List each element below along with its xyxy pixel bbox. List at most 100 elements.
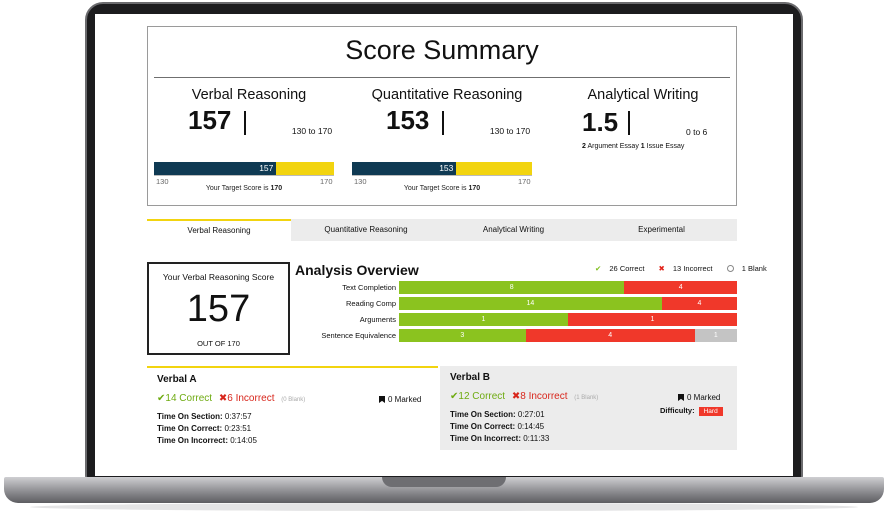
chart-legend: ✔ 26 Correct ✖ 13 Incorrect 1 Blank — [583, 264, 767, 273]
bar-max: 170 — [518, 177, 531, 186]
section-tabs: Verbal Reasoning Quantitative Reasoning … — [147, 219, 737, 241]
tab-quantitative-reasoning[interactable]: Quantitative Reasoning — [324, 225, 408, 234]
score-bar-fill — [352, 162, 457, 175]
panel-results: ✔12 Correct ✖8 Incorrect (1 Blank) — [450, 391, 598, 402]
correct-count: ✔14 Correct — [157, 393, 213, 404]
bookmark-icon — [678, 394, 684, 401]
time-on-incorrect: Time On Incorrect: 0:14:05 — [157, 436, 257, 445]
score-bar: 157 — [154, 162, 334, 175]
legend-correct: ✔ 26 Correct — [595, 264, 645, 273]
verbal-a-panel: Verbal A ✔14 Correct ✖6 Incorrect (0 Bla… — [147, 366, 438, 450]
bar-axis — [352, 175, 532, 176]
blank-count: (1 Blank) — [574, 395, 599, 401]
blank-count: (0 Blank) — [281, 397, 306, 403]
circle-icon — [726, 265, 734, 272]
tab-analytical-writing[interactable]: Analytical Writing — [482, 225, 545, 234]
section-score: 153 — [386, 105, 430, 135]
correct-segment: 3 — [399, 329, 526, 342]
verbal-b-panel: Verbal B ✔12 Correct ✖8 Incorrect (1 Bla… — [440, 366, 737, 450]
bar-min: 130 — [156, 177, 169, 186]
section-name: Analytical Writing — [587, 87, 699, 103]
target-score: Your Target Score is 170 — [205, 185, 283, 192]
score-bar: 153 — [352, 162, 532, 175]
verbal-summary: Verbal Reasoning 157 130 to 170 157 130 … — [154, 87, 344, 192]
x-icon: ✖ — [511, 391, 521, 402]
title-divider — [154, 77, 730, 78]
score-divider — [628, 111, 630, 135]
time-on-section: Time On Section: 0:27:01 — [450, 410, 545, 419]
correct-segment: 8 — [399, 281, 625, 294]
x-icon: ✖ — [658, 264, 665, 273]
time-on-correct: Time On Correct: 0:14:45 — [450, 422, 545, 431]
score-bar-fill — [154, 162, 277, 175]
chart-row: Sentence Equivalence 3 4 1 — [295, 329, 737, 342]
time-on-incorrect: Time On Incorrect: 0:11:33 — [450, 434, 550, 443]
correct-segment: 1 — [399, 313, 568, 326]
chart-category-label: Arguments — [359, 315, 396, 324]
score-box-out-of: OUT OF 170 — [197, 339, 240, 348]
incorrect-segment: 4 — [624, 281, 737, 294]
score-divider — [442, 111, 444, 135]
laptop-screen: Score Summary Verbal Reasoning 157 130 t… — [95, 14, 793, 476]
section-score: 1.5 — [582, 107, 619, 137]
incorrect-count: ✖6 Incorrect — [218, 393, 275, 404]
target-score: Your Target Score is 170 — [403, 185, 481, 192]
check-icon: ✔ — [595, 264, 602, 273]
check-icon: ✔ — [450, 391, 459, 402]
bookmark-icon — [379, 396, 385, 403]
score-range: 130 to 170 — [489, 126, 531, 136]
chart-category-label: Reading Comp — [345, 299, 396, 308]
score-bar-value: 153 — [439, 163, 454, 173]
section-score: 157 — [188, 105, 232, 135]
analysis-title: Analysis Overview — [295, 262, 419, 278]
bar-axis — [154, 175, 334, 176]
page-title: Score Summary — [345, 35, 539, 65]
tab-verbal-reasoning[interactable]: Verbal Reasoning — [147, 219, 291, 241]
score-range: 0 to 6 — [686, 127, 708, 137]
quant-summary: Quantitative Reasoning 153 130 to 170 15… — [352, 87, 542, 192]
check-icon: ✔ — [157, 393, 166, 404]
chart-category-label: Text Completion — [342, 283, 396, 292]
score-range: 130 to 170 — [291, 126, 333, 136]
incorrect-count: ✖8 Incorrect — [511, 391, 568, 402]
difficulty: Difficulty: Hard — [660, 406, 723, 416]
time-on-section: Time On Section: 0:37:57 — [157, 412, 252, 421]
score-box-label: Your Verbal Reasoning Score — [162, 272, 275, 282]
chart-row: Reading Comp 14 4 — [295, 297, 737, 310]
bar-max: 170 — [320, 177, 333, 186]
writing-summary: Analytical Writing 1.5 0 to 6 2 Argument… — [546, 87, 736, 187]
marked-count[interactable]: 0 Marked — [379, 395, 421, 404]
correct-count: ✔12 Correct — [450, 391, 506, 402]
verbal-score-box: Your Verbal Reasoning Score 157 OUT OF 1… — [147, 262, 290, 355]
chart-row: Text Completion 8 4 — [295, 281, 737, 294]
score-box-value: 157 — [186, 288, 251, 330]
x-icon: ✖ — [218, 393, 228, 404]
laptop-notch — [382, 477, 506, 487]
legend-blank: 1 Blank — [721, 264, 767, 273]
section-name: Quantitative Reasoning — [371, 87, 523, 103]
section-name: Verbal Reasoning — [191, 87, 307, 103]
score-bar-value: 157 — [259, 163, 274, 173]
score-summary-card: Score Summary Verbal Reasoning 157 130 t… — [147, 26, 737, 206]
incorrect-segment: 1 — [568, 313, 737, 326]
chart-bar: 14 4 — [399, 297, 737, 310]
incorrect-segment: 4 — [525, 329, 695, 342]
blank-segment: 1 — [694, 329, 737, 342]
tab-experimental[interactable]: Experimental — [638, 225, 685, 234]
time-on-correct: Time On Correct: 0:23:51 — [157, 424, 252, 433]
essay-breakdown: 2 Argument Essay 1 Issue Essay — [582, 143, 685, 150]
panel-results: ✔14 Correct ✖6 Incorrect (0 Blank) — [157, 393, 305, 404]
marked-count[interactable]: 0 Marked — [678, 393, 720, 402]
incorrect-segment: 4 — [661, 297, 737, 310]
correct-segment: 14 — [399, 297, 662, 310]
bar-min: 130 — [354, 177, 367, 186]
panel-title: Verbal B — [450, 372, 491, 383]
panel-title: Verbal A — [157, 374, 197, 385]
legend-incorrect: ✖ 13 Incorrect — [658, 264, 713, 273]
chart-category-label: Sentence Equivalence — [321, 331, 396, 340]
laptop-shadow — [30, 503, 858, 511]
chart-row: Arguments 1 1 — [295, 313, 737, 326]
